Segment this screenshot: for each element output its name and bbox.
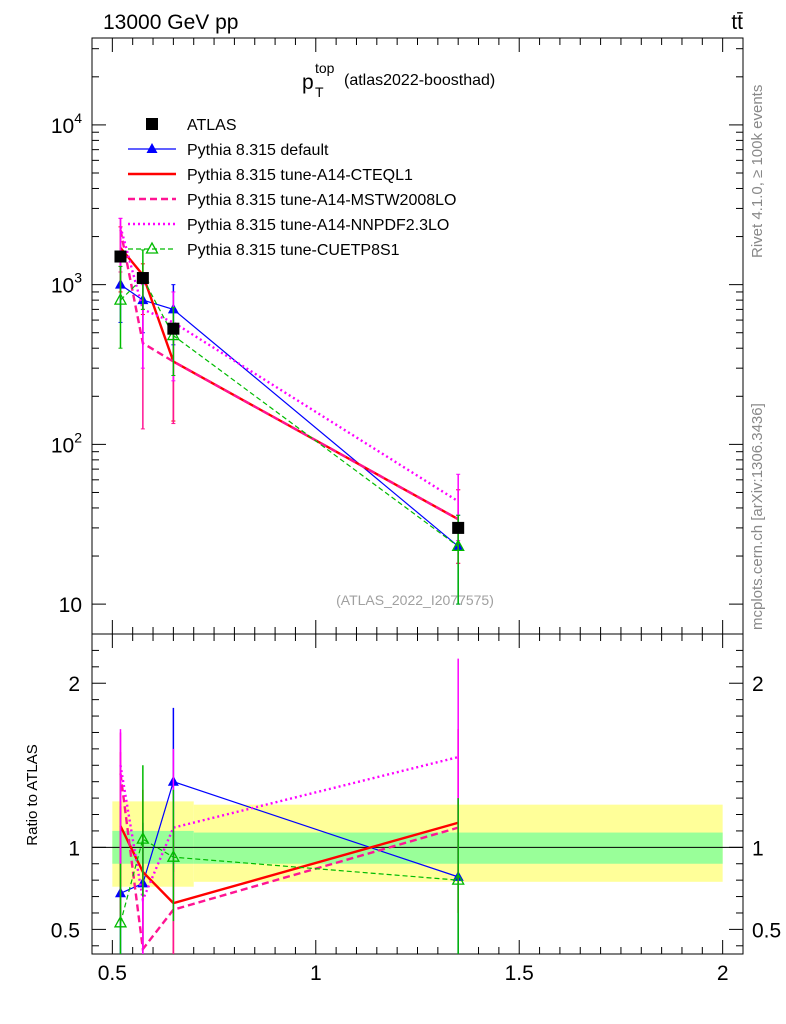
title-subscript: T [315,84,324,100]
ratio-y-tick-label: 0.5 [51,919,80,942]
atlas-data-point-3 [452,521,465,534]
header-process-label: tt̄ [731,11,743,34]
ratio-series-4-point-0 [113,915,128,928]
x-axis: 0.5 1 1.5 2 [98,38,729,985]
title-suffix: (atlas2022-boosthad) [344,72,495,89]
legend-label-4: Pythia 8.315 tune-CUETP8S1 [187,242,400,259]
series-0-line [120,284,459,547]
legend-atlas-label: ATLAS [187,117,237,134]
legend-label-1: Pythia 8.315 tune-A14-CTEQL1 [187,167,413,184]
x-tick-label: 1 [310,962,322,985]
series-2-line [119,229,459,521]
series-2 [118,217,461,564]
ratio-panel-series [113,658,465,954]
series-4-point-3 [451,538,465,551]
plot-title: p top T (atlas2022-boosthad) [302,60,495,100]
main-panel-series [113,217,465,605]
legend-label-0: Pythia 8.315 default [187,142,329,159]
series-3-line [119,226,459,503]
atlas-data-point-0 [114,250,127,263]
ratio-y-tick-label: 1 [68,837,80,860]
legend-label-3: Pythia 8.315 tune-A14-NNPDF2.3LO [187,217,449,234]
ratio-series-4-point-3 [451,872,465,885]
ratio-series-4 [113,765,465,954]
ratio-y-axis: 0.5 0.5 1 1 2 2 [51,649,781,947]
legend-label-2: Pythia 8.315 tune-A14-MSTW2008LO [187,192,456,209]
title-superscript: top [315,60,335,76]
analysis-id-label: (ATLAS_2022_I2077575) [336,592,494,608]
ratio-y-axis-label: Ratio to ATLAS [24,744,41,845]
series-4-point-0 [113,292,128,305]
series-0 [114,258,464,605]
ratio-y-tick-label-right: 1 [752,837,764,860]
main-y-tick-label: 104 [51,110,82,138]
ratio-series-0-line [120,780,459,894]
ratio-y-tick-label-right: 0.5 [752,919,781,942]
rivet-version-label: Rivet 4.1.0, ≥ 100k events [749,85,766,258]
legend: ATLAS Pythia 8.315 default Pythia 8.315 tu… [128,117,456,259]
ratio-series-1-line [119,821,459,905]
series-4-line [120,277,459,547]
legend-marker-0 [146,143,158,153]
atlas-data-point-1 [136,272,149,285]
ratio-series-4-line [119,838,459,923]
ratio-uncertainty-bands [112,801,723,887]
x-tick-label: 2 [717,962,729,985]
x-tick-label: 1.5 [505,962,534,985]
main-y-tick-label: 10 [59,594,82,617]
mcplots-label: mcplots.cern.ch [arXiv:1306.3436] [749,403,766,630]
ratio-series-4-point-2 [166,849,180,862]
ratio-y-tick-label: 2 [68,673,80,696]
header-energy-label: 13000 GeV pp [103,11,238,34]
ratio-y-tick-label-right: 2 [752,673,764,696]
title-variable: p [302,71,314,94]
ratio-series-3-line [119,755,459,905]
main-y-tick-label: 102 [51,429,82,457]
atlas-data [114,250,465,534]
main-y-tick-label: 103 [51,270,82,298]
series-1-line [119,247,459,521]
main-y-axis: 10 102 103 104 [51,48,743,617]
x-tick-label: 0.5 [98,962,127,985]
atlas-data-point-2 [167,322,180,335]
legend-marker-4 [145,241,159,254]
legend-atlas-marker [146,118,158,130]
ratio-series-4-point-1 [136,831,150,844]
